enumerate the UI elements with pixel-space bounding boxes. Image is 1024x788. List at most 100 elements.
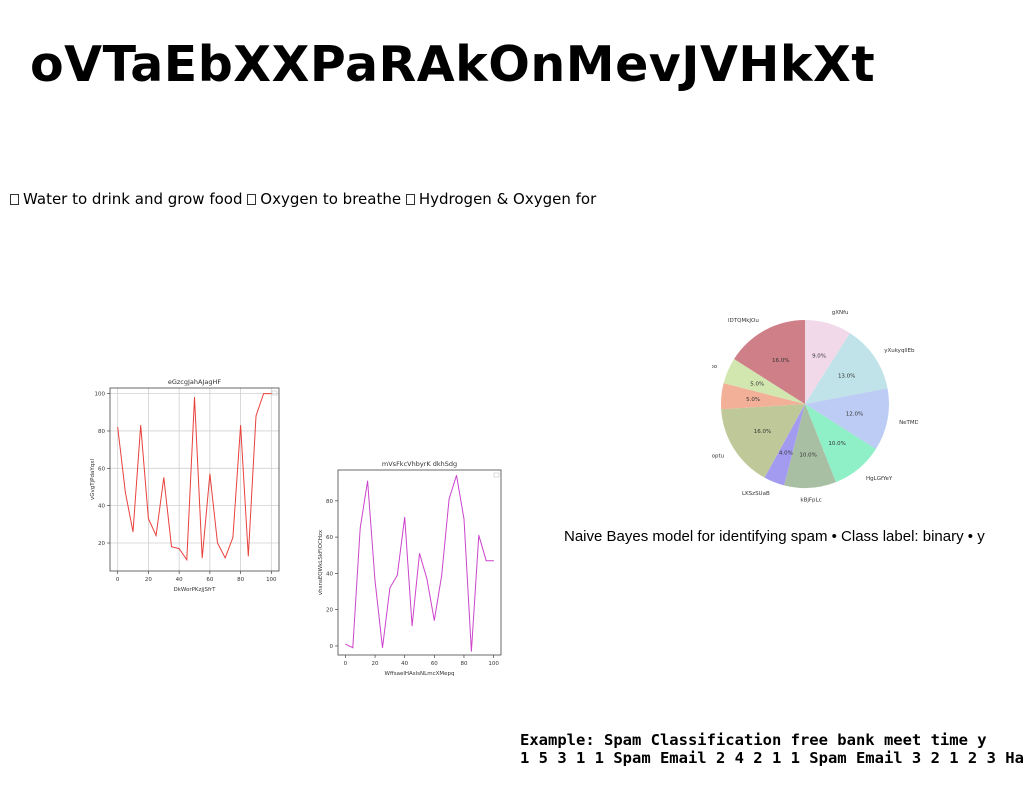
data-point	[186, 559, 188, 561]
data-point	[389, 587, 391, 589]
data-point	[224, 557, 226, 559]
data-point	[255, 415, 257, 417]
naive-bayes-caption: Naive Bayes model for identifying spam •…	[564, 528, 985, 545]
data-point	[132, 531, 134, 533]
x-tick-label: 0	[344, 661, 348, 667]
y-tick-label: 40	[98, 504, 105, 510]
x-tick-label: 0	[116, 577, 120, 583]
pie-category-label: kBjFpLc	[800, 498, 821, 504]
y-tick-label: 20	[326, 608, 333, 614]
y-axis-label: vhsnsEQWkLSkFlOCHzx	[318, 529, 324, 595]
pie-slice	[805, 320, 851, 404]
data-point	[345, 643, 346, 645]
pie-pct-label: 16.0%	[772, 358, 789, 364]
resource-bullets: Water to drink and grow food Oxygen to b…	[10, 190, 596, 208]
pie-pct-label: 10.0%	[828, 441, 845, 447]
y-tick-label: 100	[95, 392, 106, 398]
pie-category-label: yXukyqllEb	[884, 348, 915, 354]
data-point	[240, 424, 241, 426]
bullet-hydrogen: Hydrogen & Oxygen for	[418, 190, 597, 208]
pie-category-label: fhQTUpo	[712, 364, 718, 370]
data-point	[178, 548, 180, 549]
data-point	[478, 534, 480, 536]
x-tick-label: 60	[431, 661, 438, 667]
y-tick-label: 80	[326, 499, 333, 505]
pie-pct-label: 10.0%	[799, 452, 816, 458]
data-point	[367, 480, 369, 482]
line-chart-red: 0 20 40 60 80 100 20 40 60 80 100 eGzcgJahAJagHF DkW…	[88, 374, 286, 596]
pie-chart: 9.0% gXNfu 13.0% yXukyqllEb 12.0% NeTMDWMgC 10…	[712, 308, 918, 506]
data-point	[374, 580, 376, 582]
y-tick-label: 60	[98, 466, 105, 472]
data-point	[117, 426, 119, 428]
missing-glyph-icon	[10, 194, 19, 205]
pie-slice	[805, 333, 888, 404]
data-point	[493, 560, 494, 562]
pie-pct-label: 12.0%	[846, 411, 863, 417]
x-axis-label: DkWorPKzjjSfrT	[173, 587, 216, 593]
pie-category-label: NeTMDWMgC	[899, 420, 918, 426]
y-tick-label: 20	[98, 541, 105, 547]
data-point	[463, 518, 465, 520]
y-tick-label: 80	[98, 429, 105, 435]
x-tick-label: 80	[460, 661, 467, 667]
pie-slice	[734, 320, 805, 404]
data-point	[140, 424, 142, 426]
x-tick-label: 20	[145, 577, 152, 583]
data-point	[201, 557, 203, 559]
example-line-2: 1 5 3 1 1 Spam Email 2 4 2 1 1 Spam Emai…	[520, 749, 1024, 767]
data-point	[456, 475, 457, 476]
spam-example: Example: Spam Classification free bank m…	[520, 731, 1024, 767]
data-point	[217, 542, 218, 544]
pie-pct-label: 16.0%	[754, 429, 771, 435]
data-point	[247, 555, 249, 557]
pie-pct-label: 13.0%	[838, 374, 855, 380]
data-point	[426, 578, 428, 580]
data-point	[148, 518, 149, 520]
data-point	[396, 574, 398, 576]
plot-frame	[109, 387, 280, 572]
x-tick-label: 80	[237, 577, 244, 583]
pie-pct-label: 5.0%	[746, 397, 760, 403]
data-point	[411, 625, 413, 627]
bullet-water: Water to drink and grow food	[23, 190, 243, 208]
pie-category-label: HgLGfYeY	[866, 476, 893, 482]
data-point	[263, 393, 265, 395]
pie-slice	[805, 388, 889, 450]
example-line-1: Example: Spam Classification free bank m…	[520, 731, 987, 749]
legend-box	[493, 472, 500, 478]
y-tick-label: 60	[326, 535, 333, 541]
x-tick-label: 40	[401, 661, 408, 667]
data-point	[470, 650, 472, 652]
series-line	[345, 475, 494, 652]
pie-category-label: gXNfu	[832, 310, 849, 316]
missing-glyph-icon	[247, 194, 257, 205]
x-axis-label: WffsaelHAslsNLmcXMepq	[385, 671, 455, 677]
pie-slice	[723, 358, 805, 404]
pie-slice	[805, 404, 876, 483]
data-point	[171, 546, 172, 548]
data-point	[404, 516, 406, 518]
x-tick-label: 40	[176, 577, 183, 583]
data-point	[419, 553, 420, 554]
data-point	[359, 527, 361, 529]
x-tick-label: 60	[206, 577, 213, 583]
plot-frame	[337, 469, 502, 656]
chart-title: mVsFkcVhbyrK dkhSdg	[382, 460, 457, 468]
chart-title: eGzcgJahAJagHF	[168, 378, 222, 386]
data-point	[352, 647, 354, 649]
data-point	[485, 560, 487, 562]
data-point	[448, 498, 450, 500]
data-point	[124, 492, 126, 493]
data-point	[382, 647, 383, 649]
data-point	[155, 535, 157, 536]
data-point	[441, 574, 443, 576]
data-point	[209, 473, 211, 475]
missing-glyph-icon	[405, 194, 415, 205]
line-chart-magenta: 0 20 40 60 80 100 0 20 40 60 80 mVsFkcVhbyrK dkhSdg…	[316, 456, 508, 680]
pie-pct-label: 9.0%	[812, 354, 826, 360]
x-tick-label: 20	[372, 661, 379, 667]
data-point	[232, 536, 234, 538]
x-tick-label: 100	[488, 661, 499, 667]
data-point	[163, 477, 165, 479]
